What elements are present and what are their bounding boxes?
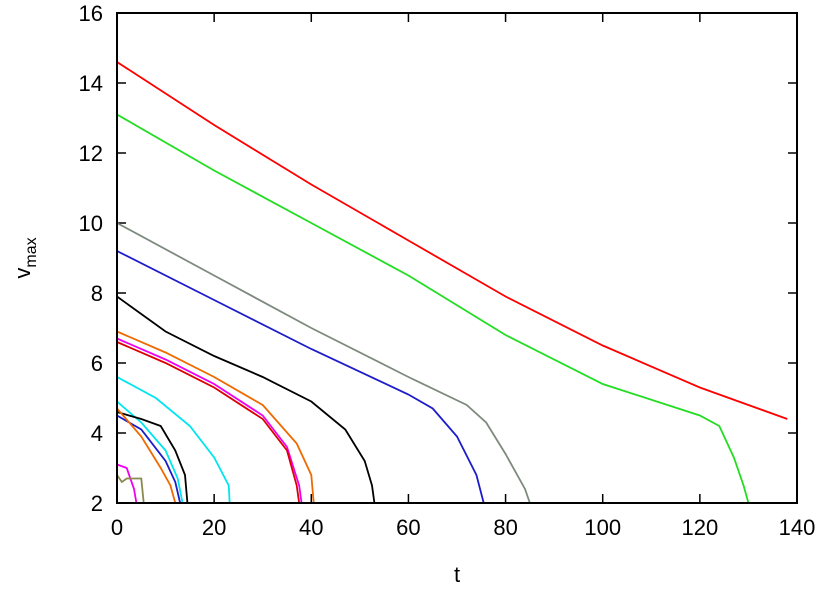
data-line xyxy=(116,474,145,504)
y-tick-label: 8 xyxy=(91,281,103,306)
y-axis-label-base: v xyxy=(10,268,35,279)
x-tick-label: 20 xyxy=(202,515,226,540)
x-tick-label: 0 xyxy=(111,515,123,540)
x-tick-label: 140 xyxy=(779,515,816,540)
data-line xyxy=(116,330,315,504)
plot-border xyxy=(116,12,798,504)
data-line xyxy=(116,295,376,504)
data-line xyxy=(116,400,184,504)
x-tick-label: 120 xyxy=(681,515,718,540)
y-axis-label: vmax xyxy=(10,237,40,278)
data-line xyxy=(116,250,485,504)
data-line xyxy=(116,337,303,504)
x-tick-label: 60 xyxy=(396,515,420,540)
data-line xyxy=(116,61,788,420)
x-tick-label: 100 xyxy=(584,515,621,540)
data-line xyxy=(116,222,531,504)
data-line xyxy=(116,341,301,504)
data-line xyxy=(116,376,231,504)
x-tick-label: 40 xyxy=(299,515,323,540)
data-line xyxy=(116,463,138,504)
y-tick-label: 16 xyxy=(79,1,103,26)
x-tick-label: 80 xyxy=(493,515,517,540)
data-line xyxy=(116,411,189,504)
y-tick-label: 2 xyxy=(91,491,103,516)
y-axis-label-sub: max xyxy=(23,237,40,267)
x-axis-label: t xyxy=(454,562,460,587)
data-line xyxy=(116,407,177,504)
y-tick-label: 4 xyxy=(91,421,103,446)
data-line xyxy=(116,113,750,504)
y-tick-label: 12 xyxy=(79,141,103,166)
y-tick-label: 14 xyxy=(79,71,103,96)
y-tick-label: 10 xyxy=(79,211,103,236)
data-line xyxy=(116,414,182,504)
y-tick-label: 6 xyxy=(91,351,103,376)
